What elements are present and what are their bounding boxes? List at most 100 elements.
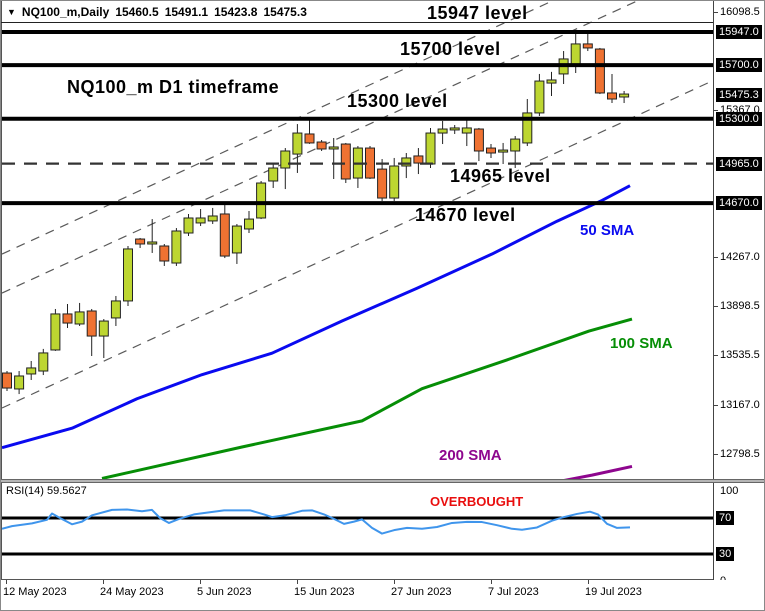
candle-bull[interactable] [98, 320, 109, 337]
candle-bear[interactable] [219, 213, 230, 257]
candle-bull[interactable] [207, 215, 218, 222]
candle-bear[interactable] [2, 372, 12, 389]
200-sma-line[interactable] [550, 464, 633, 479]
level-label-15300: 15300 level [347, 91, 448, 111]
candle-bull[interactable] [498, 149, 509, 153]
candle-bear[interactable] [413, 155, 424, 164]
candle-bear[interactable] [159, 245, 170, 262]
candle-bull[interactable] [38, 352, 49, 372]
timeframe-label: NQ100_m D1 timeframe [67, 77, 280, 97]
candle-bull[interactable] [461, 127, 472, 134]
price-chart-canvas[interactable] [2, 1, 714, 479]
price-axis-label: 13535.5 [720, 349, 760, 362]
date-axis-tick [394, 580, 395, 584]
date-axis-label: 19 Jul 2023 [585, 586, 642, 598]
candle-bear[interactable] [135, 238, 146, 245]
time-axis[interactable]: 12 May 2023 24 May 2023 5 Jun 2023 15 Jun 2… [1, 580, 764, 610]
candle-bull[interactable] [534, 80, 545, 114]
panel-splitter[interactable] [1, 479, 764, 483]
date-axis-tick [103, 580, 104, 584]
candle-bull[interactable] [389, 165, 400, 199]
price-axis-label: 13898.5 [720, 300, 760, 313]
sma100-label: 100 SMA [610, 335, 673, 352]
price-axis-tick [714, 109, 718, 111]
candle-bull[interactable] [195, 217, 206, 224]
channel-trendline[interactable] [2, 1, 638, 294]
candle-bull[interactable] [522, 112, 533, 144]
rsi-panel[interactable]: RSI(14) 59.5627 OVERBOUGHT [1, 483, 714, 580]
channel-trendline[interactable] [2, 80, 713, 409]
symbol-period-label: NQ100_m,Daily [21, 4, 110, 19]
candle-bull[interactable] [401, 157, 412, 167]
date-axis-label: 27 Jun 2023 [391, 586, 452, 598]
price-axis-label: 13167.0 [720, 398, 760, 411]
candle-bull[interactable] [437, 128, 448, 134]
candle-bull[interactable] [570, 43, 581, 65]
date-axis-label: 7 Jul 2023 [488, 586, 539, 598]
candle-bull[interactable] [268, 167, 279, 182]
candle-bull[interactable] [244, 218, 254, 230]
candle-bull[interactable] [147, 241, 158, 245]
price-level-badge: 14965.0 [716, 156, 762, 171]
quote-high: 15491.1 [164, 4, 209, 19]
100-sma-line[interactable] [101, 317, 633, 479]
quote-open: 15460.5 [115, 4, 159, 19]
channel-trendline[interactable] [2, 1, 553, 255]
price-axis[interactable]: 16098.5 15367.0 14267.0 13898.5 13535.5 13167… [713, 1, 764, 601]
candle-bull[interactable] [292, 132, 303, 155]
date-axis-tick [297, 580, 298, 584]
candle-bull[interactable] [546, 79, 557, 84]
date-axis-tick [588, 580, 589, 584]
candle-bull[interactable] [110, 300, 121, 319]
level-label-14670: 14670 level [415, 205, 516, 225]
candle-bear[interactable] [304, 133, 315, 144]
sma50-label: 50 SMA [580, 222, 635, 239]
sma200-label: 200 SMA [439, 447, 502, 464]
candle-bull[interactable] [183, 217, 194, 234]
candle-bull[interactable] [619, 93, 630, 98]
overbought-label: OVERBOUGHT [430, 494, 524, 509]
candle-bull[interactable] [171, 230, 182, 264]
candle-bull[interactable] [280, 150, 291, 169]
price-level-badge: 15700.0 [716, 58, 762, 73]
date-axis-label: 12 May 2023 [3, 586, 67, 598]
candle-bear[interactable] [86, 310, 97, 337]
candle-bear[interactable] [62, 313, 73, 324]
candle-bull[interactable] [328, 146, 339, 150]
candle-bull[interactable] [256, 182, 267, 219]
candle-bear[interactable] [316, 141, 327, 150]
candle-bull[interactable] [50, 313, 61, 351]
level-label-15700: 15700 level [400, 39, 501, 59]
candle-bull[interactable] [14, 375, 25, 390]
candle-bear[interactable] [377, 168, 388, 199]
level-label-14965: 14965 level [450, 166, 551, 186]
quote-low: 15423.8 [214, 4, 258, 19]
candle-bear[interactable] [473, 128, 484, 152]
candle-bull[interactable] [74, 311, 85, 325]
candle-bear[interactable] [340, 143, 351, 180]
candle-bull[interactable] [425, 132, 436, 165]
price-axis-label: 14267.0 [720, 251, 760, 264]
price-axis-label: 16098.5 [720, 5, 760, 18]
candle-bear[interactable] [607, 92, 617, 100]
candle-bull[interactable] [123, 248, 133, 302]
candle-bull[interactable] [231, 225, 242, 254]
rsi-canvas[interactable] [2, 483, 714, 579]
date-axis-label: 5 Jun 2023 [197, 586, 252, 598]
candle-bull[interactable] [26, 367, 37, 375]
price-chart[interactable]: NQ100_m D1 timeframe 15947 level 15700 l… [1, 1, 714, 479]
candle-bull[interactable] [449, 127, 460, 131]
candle-bull[interactable] [510, 138, 521, 152]
rsi-line [2, 508, 631, 535]
candle-bear[interactable] [594, 48, 605, 94]
50-sma-line[interactable] [2, 184, 631, 450]
date-axis-tick [491, 580, 492, 584]
candle-bear[interactable] [582, 43, 593, 49]
candle-bear[interactable] [486, 147, 496, 154]
quote-close: 15475.3 [263, 4, 307, 19]
date-axis-tick [6, 580, 7, 584]
price-axis-tick [714, 453, 718, 455]
price-axis-tick [714, 11, 718, 13]
level-label-15947: 15947 level [427, 3, 528, 23]
chevron-down-icon[interactable]: ▼ [7, 6, 16, 17]
